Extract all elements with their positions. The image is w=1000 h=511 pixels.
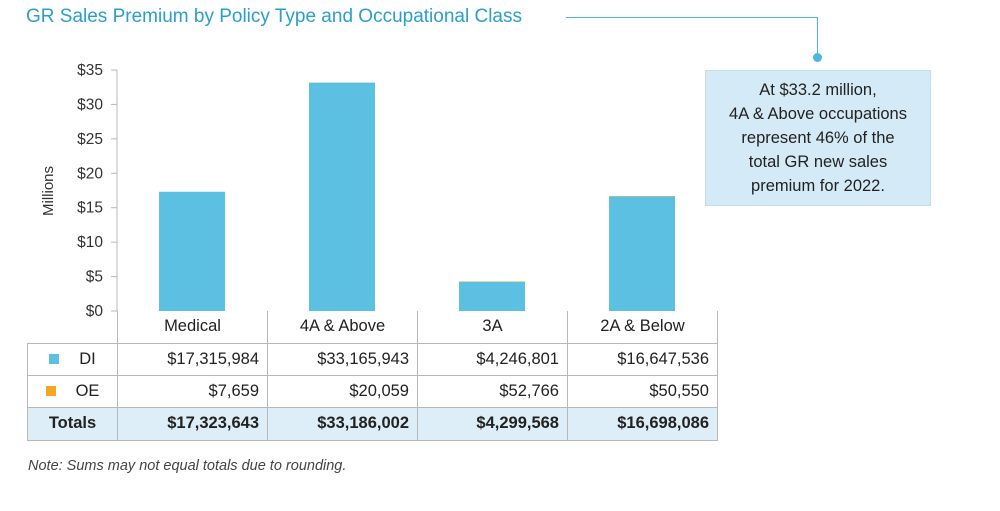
column-header-medical: Medical (117, 311, 268, 344)
cell-total-3a: $4,299,568 (417, 406, 568, 441)
table-row-di: DI $17,315,984 $33,165,943 $4,246,801 $1… (27, 342, 718, 376)
bar-di-medical (159, 191, 225, 311)
cell-di-2a-below: $16,647,536 (567, 342, 718, 376)
footnote: Note: Sums may not equal totals due to r… (28, 458, 347, 474)
table-row-oe: OE $7,659 $20,059 $52,766 $50,550 (27, 374, 718, 408)
column-header-3a: 3A (417, 311, 568, 344)
row-label-di: DI (27, 342, 118, 376)
chart-title: GR Sales Premium by Policy Type and Occu… (26, 6, 522, 27)
oe-legend-swatch (45, 386, 56, 396)
cell-total-medical: $17,323,643 (117, 406, 268, 441)
bars (159, 82, 675, 312)
callout-leader-drop (817, 17, 818, 57)
table-corner (28, 311, 118, 343)
y-tick-label: $0 (86, 303, 104, 320)
row-label-totals: Totals (27, 406, 118, 441)
cell-di-4a-above: $33,165,943 (267, 342, 418, 376)
column-header-2a-below: 2A & Below (567, 311, 718, 344)
y-tick-label: $25 (77, 131, 103, 148)
y-tick-label: $5 (86, 269, 103, 286)
data-table: Medical 4A & Above 3A 2A & Below DI $17,… (27, 311, 718, 441)
di-legend-swatch (49, 354, 60, 364)
table-row-totals: Totals $17,323,643 $33,186,002 $4,299,56… (27, 406, 718, 441)
callout-leader-dot (813, 53, 822, 62)
cell-oe-4a-above: $20,059 (267, 374, 418, 408)
cell-oe-3a: $52,766 (417, 374, 568, 408)
callout-box: At $33.2 million, 4A & Above occupations… (705, 70, 931, 206)
row-label-oe-text: OE (75, 381, 100, 400)
bar-di-2a-below (609, 196, 675, 311)
bar-di-4a-above (309, 82, 375, 312)
bar-di-3a (459, 281, 525, 311)
cell-oe-medical: $7,659 (117, 374, 268, 408)
callout-leader-line (566, 17, 818, 18)
y-tick-label: $10 (77, 234, 103, 251)
y-axis: $0 $5 $10 $15 $20 $25 $30 $35 (77, 62, 118, 320)
cell-di-3a: $4,246,801 (417, 342, 568, 376)
row-label-di-text: DI (79, 349, 96, 368)
y-tick-label: $30 (77, 96, 103, 113)
cell-total-4a-above: $33,186,002 (267, 406, 418, 441)
cell-total-2a-below: $16,698,086 (567, 406, 718, 441)
y-tick-label: $35 (77, 62, 103, 79)
y-tick-label: $20 (77, 165, 103, 182)
cell-di-medical: $17,315,984 (117, 342, 268, 376)
row-label-oe: OE (27, 374, 118, 408)
column-header-4a-above: 4A & Above (267, 311, 418, 344)
y-tick-label: $15 (77, 200, 103, 217)
table-header-row: Medical 4A & Above 3A 2A & Below (28, 311, 718, 344)
cell-oe-2a-below: $50,550 (567, 374, 718, 408)
y-axis-label: Millions (40, 166, 57, 216)
